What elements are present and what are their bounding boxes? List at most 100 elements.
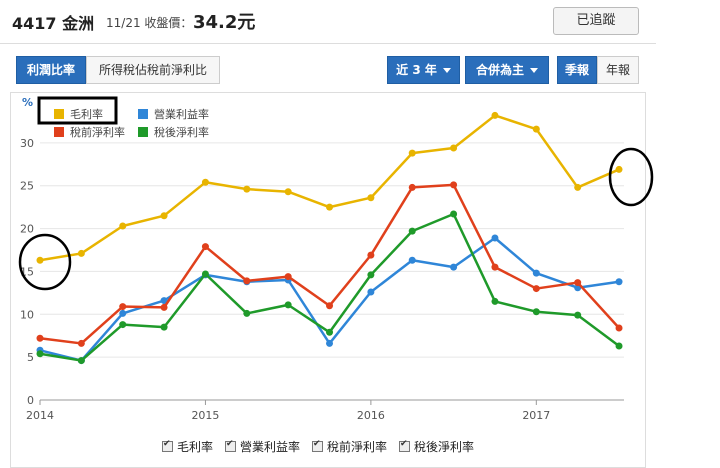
chevron-down-icon [530,68,538,73]
data-point [201,243,209,251]
tab-tax-ratio[interactable]: 所得稅佔稅前淨利比 [86,56,220,84]
data-point [77,357,85,365]
data-point [36,334,44,342]
data-point [36,350,44,358]
track-button[interactable]: 已追蹤 [553,7,639,35]
data-point [243,185,251,193]
data-point [77,249,85,257]
data-point [284,188,292,196]
consolidated-dropdown[interactable]: 合併為主 [465,56,549,84]
data-point [615,324,623,332]
x-axis-ticks: 2014 2015 2016 2017 [26,400,550,422]
consolidated-label: 合併為主 [475,63,524,77]
data-point [574,279,582,287]
y-tick-label: 10 [20,308,34,321]
highlight-box [37,96,118,125]
data-point [491,263,499,271]
legend-swatch [138,127,148,137]
x-tick-label: 2016 [357,409,385,422]
annual-button[interactable]: 年報 [597,56,639,84]
y-tick-label: 5 [27,351,34,364]
series-toggles: 毛利率 營業利益率 稅前淨利率 稅後淨利率 [162,438,474,455]
data-point [201,178,209,186]
data-point [408,227,416,235]
data-point [243,277,251,285]
data-point [408,256,416,264]
legend-label: 稅後淨利率 [154,125,209,139]
data-point [408,183,416,191]
x-tick-label: 2014 [26,409,54,422]
series-lines [36,111,623,365]
y-tick-label: 30 [20,137,34,150]
data-point [119,303,127,311]
y-axis-label: % [22,96,33,109]
chevron-down-icon [442,68,451,73]
data-point [450,263,458,271]
data-point [532,269,540,277]
quarterly-button[interactable]: 季報 [557,56,597,84]
y-tick-label: 0 [27,394,34,407]
data-point [532,285,540,293]
toggle-label: 毛利率 [177,440,214,454]
data-point [201,270,209,278]
data-point [326,339,334,347]
gridlines [40,142,624,401]
data-point [284,301,292,309]
period-dropdown[interactable]: 近 3 年 [387,56,460,84]
data-point [160,297,168,305]
data-point [326,302,334,310]
y-tick-label: 25 [20,180,34,193]
toggle-aftertax[interactable]: 稅後淨利率 [399,438,474,455]
legend-swatch [54,109,64,119]
checkbox-icon [312,439,324,452]
data-point [77,339,85,347]
data-point [574,183,582,191]
highlight-circle-left [18,233,72,291]
y-tick-label: 20 [20,223,34,236]
series-line-1 [39,114,620,262]
toggle-gross[interactable]: 毛利率 [162,438,213,455]
page-margin [656,0,720,468]
legend-swatch [54,127,64,137]
data-point [284,273,292,281]
legend-swatch [138,109,148,119]
period-label: 近 3 年 [396,63,437,77]
data-point [160,212,168,220]
data-point [119,309,127,317]
data-point [450,144,458,152]
data-point [367,271,375,279]
chart-panel [10,92,646,468]
data-point [367,194,375,202]
data-point [491,111,499,119]
data-point [491,297,499,305]
data-point [532,308,540,316]
highlight-circle-right [608,147,654,207]
data-point [615,342,623,350]
toggle-operating[interactable]: 營業利益率 [225,438,300,455]
data-point [243,309,251,317]
checkbox-icon [399,439,411,452]
data-point [408,149,416,157]
data-point [450,181,458,189]
legend-label: 稅前淨利率 [70,125,125,139]
data-point [615,278,623,286]
data-point [574,311,582,319]
data-point [119,321,127,329]
stock-title: 4417 金洲 [12,14,95,33]
checkbox-icon [225,439,237,452]
data-point [326,203,334,211]
toggle-label: 稅後淨利率 [414,440,475,454]
toggle-pretax[interactable]: 稅前淨利率 [312,438,387,455]
x-tick-label: 2017 [522,409,550,422]
header-bar: 4417 金洲 11/21 收盤價： 34.2元 已追蹤 [0,0,656,44]
annotations [18,96,654,291]
legend-label: 毛利率 [70,107,103,121]
tab-profit-ratio[interactable]: 利潤比率 [16,56,86,84]
price-date-label: 11/21 收盤價： [106,16,193,30]
data-point [119,222,127,230]
data-point [36,256,44,264]
data-point [160,323,168,331]
checkbox-icon [162,439,173,452]
